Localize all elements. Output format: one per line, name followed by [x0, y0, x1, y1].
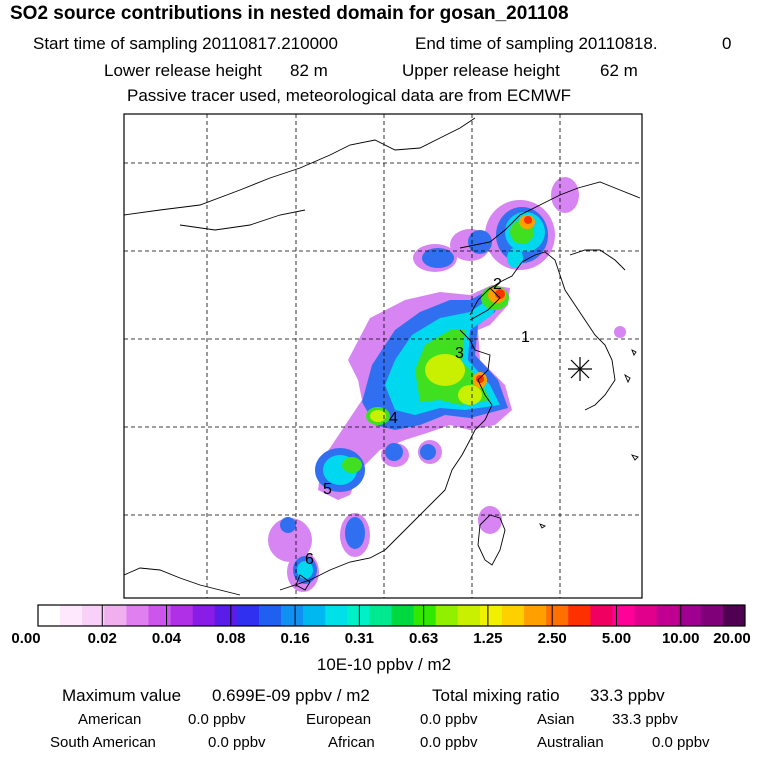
colorbar-swatch [148, 605, 171, 626]
source-labels: 1 2 3 4 5 6 [305, 276, 530, 568]
colorbar-swatch [126, 605, 149, 626]
source-label-6: 6 [305, 551, 314, 568]
colorbar-swatch [236, 605, 260, 626]
colorbar-swatch [568, 605, 591, 626]
end-time-hour: 0 [722, 34, 732, 53]
colorbar-swatch [457, 605, 481, 626]
lower-release-label: Lower release height [104, 61, 262, 80]
colorbar-tick-label: 0.31 [344, 630, 374, 647]
colorbar-tick-label: 0.16 [280, 630, 310, 647]
colorbar-tick-label: 10.00 [661, 630, 700, 647]
region-australian-label: Australian [537, 734, 604, 751]
colorbar-swatch [700, 605, 724, 626]
end-time-label: End time of sampling 20110818. [415, 34, 658, 53]
region-south-american-label: South American [50, 734, 156, 751]
region-european-label: European [306, 711, 372, 728]
colorbar-swatch [634, 605, 657, 626]
start-time-label: Start time of sampling 20110817.210000 [33, 34, 338, 53]
upper-release-label: Upper release height [402, 61, 560, 80]
region-european-value: 0.0 ppbv [420, 711, 478, 728]
max-value: 0.699E-09 ppbv / m2 [212, 686, 370, 705]
colorbar-swatch [413, 605, 436, 626]
region-asian-value: 33.3 ppbv [612, 711, 678, 728]
colorbar-tick-label: 0.00 [11, 630, 41, 647]
region-australian-value: 0.0 ppbv [652, 734, 710, 751]
colorbar-swatch [170, 605, 193, 626]
colorbar-swatch [104, 605, 127, 626]
tracer-note: Passive tracer used, meteorological data… [127, 86, 572, 105]
colorbar-tick-label: 20.00 [713, 630, 751, 647]
colorbar-swatch [38, 605, 61, 626]
region-asian-label: Asian [537, 711, 575, 728]
colorbar-swatch [479, 605, 503, 626]
colorbar-swatch [590, 605, 613, 626]
colorbar-tick-label: 0.63 [409, 630, 439, 647]
colorbar-swatch [214, 605, 238, 626]
total-mixing-label: Total mixing ratio [432, 686, 560, 705]
upper-release-value: 62 m [600, 61, 638, 80]
region-african-value: 0.0 ppbv [420, 734, 478, 751]
colorbar-swatch [369, 605, 392, 626]
colorbar-swatch [258, 605, 282, 626]
colorbar-swatch [303, 605, 326, 626]
colorbar-tick-label: 5.00 [601, 630, 632, 647]
total-mixing-value: 33.3 ppbv [590, 686, 665, 705]
concentration-field [268, 177, 626, 592]
colorbar-swatch [347, 605, 370, 626]
region-american-value: 0.0 ppbv [188, 711, 246, 728]
colorbar-swatch [391, 605, 414, 626]
map-title: SO2 source contributions in nested domai… [10, 3, 569, 24]
source-label-2: 2 [493, 276, 502, 293]
colorbar [37, 604, 746, 627]
asterisk-receptor-icon [568, 357, 592, 381]
region-south-american-value: 0.0 ppbv [208, 734, 266, 751]
lat-lon-grid [124, 114, 642, 598]
colorbar-tick-label: 1.25 [473, 630, 503, 647]
region-african-label: African [328, 734, 375, 751]
colorbar-tick-label: 0.04 [151, 630, 182, 647]
max-value-label: Maximum value [62, 686, 182, 705]
colorbar-swatch [435, 605, 459, 626]
lower-release-value: 82 m [290, 61, 328, 80]
colorbar-swatch [501, 605, 525, 626]
colorbar-tick-label: 0.02 [87, 630, 117, 647]
colorbar-unit: 10E-10 ppbv / m2 [316, 655, 452, 674]
colorbar-swatch [546, 605, 569, 626]
colorbar-swatch [612, 605, 635, 626]
source-label-4: 4 [389, 410, 398, 427]
colorbar-tick-label: 0.08 [216, 630, 246, 647]
colorbar-swatch [192, 605, 216, 626]
map-plot-area [124, 114, 642, 598]
colorbar-swatch [325, 605, 348, 626]
colorbar-swatch [656, 605, 680, 626]
colorbar-frame [37, 604, 746, 627]
colorbar-tick-label: 2.50 [537, 630, 567, 647]
colorbar-swatch [60, 605, 83, 626]
region-american-label: American [78, 711, 142, 728]
source-label-3: 3 [455, 345, 464, 362]
map-frame [123, 113, 643, 599]
colorbar-swatch [281, 605, 304, 626]
colorbar-swatch [678, 605, 702, 626]
colorbar-swatch [524, 605, 547, 626]
colorbar-swatch [82, 605, 105, 626]
source-label-1: 1 [521, 329, 530, 346]
colorbar-swatch [722, 605, 746, 626]
source-label-5: 5 [323, 481, 332, 498]
